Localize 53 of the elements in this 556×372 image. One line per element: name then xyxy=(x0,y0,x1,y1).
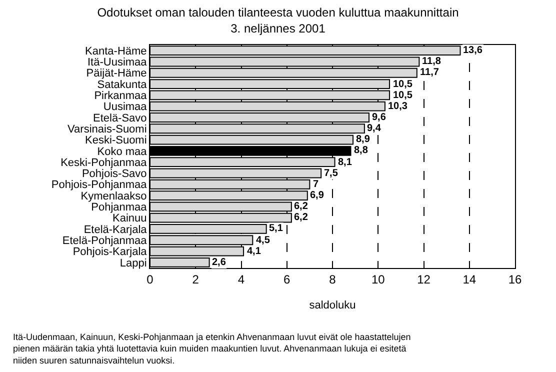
data-label: 7,5 xyxy=(324,168,338,179)
x-tick-label: 14 xyxy=(462,272,476,286)
data-label: 5,1 xyxy=(269,223,284,234)
y-tick-label: Pohjois-Pohjanmaa xyxy=(51,179,148,192)
data-label: 13,6 xyxy=(463,45,483,56)
data-label: 10,5 xyxy=(393,90,413,101)
x-tick-label: 2 xyxy=(192,272,200,286)
text: Itä-Uudenmaan, Kainuun, Keski-Pohjanmaan ja etenkin Ahvenanmaan luvut eivät ole haastattelujen pienen määrän takia yhtä luotettavia kuin muiden maakuntien luvut. Ahvenanmaan lukuja ei esitetä niiden suuren satunnaisvaihtelun vuoksi. xyxy=(13,332,411,366)
data-label: 11,7 xyxy=(420,67,440,78)
x-tick-label: 8 xyxy=(329,272,336,286)
data-label: 4,5 xyxy=(256,235,270,246)
y-tick-label: Päijät-Häme xyxy=(86,68,147,80)
y-tick-label: Satakunta xyxy=(97,78,148,91)
y-tick-label: Uusimaa xyxy=(103,101,148,114)
x-tick-label: 10 xyxy=(371,272,386,286)
y-tick-label: Kanta-Häme xyxy=(85,45,147,58)
data-label: 6,2 xyxy=(294,201,308,212)
y-tick-label: Etelä-Savo xyxy=(92,112,147,124)
y-tick-label: Koko maa xyxy=(97,146,148,158)
x-axis-title: saldoluku xyxy=(309,300,356,312)
data-label: 8,1 xyxy=(338,157,352,168)
y-tick-label: Pohjois-Savo xyxy=(82,168,147,180)
y-tick-label: Kainuu xyxy=(112,212,147,225)
data-label: 9,6 xyxy=(372,112,386,123)
y-tick-label: Lappi xyxy=(120,257,147,270)
x-tick-label: 6 xyxy=(284,272,291,286)
chart-title: Odotukset oman talouden tilanteesta vuoden kuluttua maakunnittain xyxy=(97,6,459,20)
y-tick-label: Pohjois-Karjala xyxy=(72,246,148,258)
data-label: 4,1 xyxy=(247,246,262,257)
y-tick-label: Itä-Uusimaa xyxy=(88,56,148,69)
y-tick-label: Etelä-Karjala xyxy=(84,224,148,236)
data-label: 7 xyxy=(313,179,319,190)
x-tick-label: 4 xyxy=(238,272,245,286)
y-tick-label: Keski-Suomi xyxy=(85,134,147,147)
data-label: 6,9 xyxy=(310,190,324,201)
y-tick-label: Kymenlaakso xyxy=(80,190,147,202)
x-tick-label: 16 xyxy=(508,272,522,286)
data-label: 6,2 xyxy=(294,212,308,223)
y-tick-label: Pirkanmaa xyxy=(94,90,148,102)
data-label: 8,9 xyxy=(356,134,370,145)
data-label: 9,4 xyxy=(367,123,382,134)
x-tick-label: 12 xyxy=(417,272,431,286)
y-tick-label: Varsinais-Suomi xyxy=(68,123,147,136)
data-label: 11,8 xyxy=(422,56,442,67)
data-label: 10,3 xyxy=(388,101,408,112)
y-tick-label: Etelä-Pohjanmaa xyxy=(62,234,148,247)
data-label: 10,5 xyxy=(393,79,413,90)
data-label: 8,8 xyxy=(354,145,368,156)
x-tick-label: 0 xyxy=(146,272,154,286)
data-label: 2,6 xyxy=(212,257,226,268)
chart-subtitle: 3. neljännes 2001 xyxy=(230,21,326,36)
y-tick-label: Keski-Pohjanmaa xyxy=(60,156,148,169)
y-tick-label: Pohjanmaa xyxy=(91,202,148,214)
